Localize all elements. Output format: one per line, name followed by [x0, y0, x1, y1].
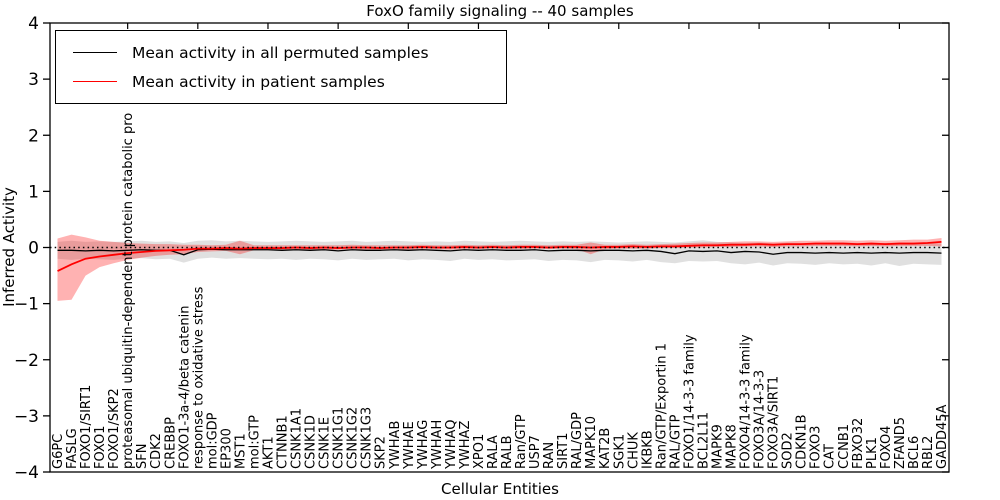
- legend-label-patient: Mean activity in patient samples: [132, 72, 385, 91]
- x-tick-label: CHUK: [626, 432, 641, 469]
- x-tick-label: CSNK1D: [304, 415, 319, 469]
- y-tick-label: 4: [28, 14, 39, 34]
- x-tick-label: SOD2: [781, 432, 796, 469]
- x-tick-label: FOXO4/14-3-3 family: [739, 334, 754, 469]
- x-tick-label: YWHAH: [430, 420, 445, 470]
- y-tick-label: 0: [28, 239, 39, 259]
- x-tick-label: SKP2: [374, 436, 389, 469]
- x-tick-label: proteasomal ubiquitin-dependent protein …: [121, 113, 136, 469]
- x-tick-label: response to oxidative stress: [191, 286, 206, 469]
- x-tick-label: MAPK10: [584, 416, 599, 469]
- x-tick-label: AKT1: [261, 436, 276, 469]
- x-tick-label: CAT: [823, 444, 838, 469]
- x-tick-label: mol:GTP: [247, 415, 262, 469]
- x-tick-label: RALA: [486, 435, 501, 469]
- x-tick-label: MAPK8: [725, 424, 740, 469]
- x-tick-label: FASLG: [65, 428, 80, 469]
- x-tick-label: CSNK1A1: [290, 408, 305, 469]
- x-tick-label: KAT2B: [598, 428, 613, 469]
- x-tick-label: SIRT1: [556, 433, 571, 469]
- x-tick-label: FOXO1: [93, 426, 108, 469]
- y-tick-label: −1: [14, 295, 39, 315]
- y-tick-label: 2: [28, 126, 39, 146]
- x-tick-label: IKBKB: [640, 430, 655, 469]
- x-tick-label: RALB: [500, 435, 515, 469]
- x-tick-label: XPO1: [472, 434, 487, 469]
- x-tick-label: MAPK9: [710, 424, 725, 469]
- x-tick-label: FOXO3: [809, 426, 824, 469]
- legend-line-permuted-icon: [73, 52, 117, 53]
- y-tick-label: −3: [14, 407, 39, 427]
- x-tick-label: CREBBP: [163, 417, 178, 469]
- x-tick-label: MST1: [233, 433, 248, 469]
- x-tick-label: YWHAG: [416, 420, 431, 470]
- x-tick-label: RBL2: [921, 436, 936, 469]
- x-tick-label: BCL2L11: [696, 412, 711, 469]
- legend-entry-permuted: Mean activity in all permuted samples: [73, 38, 506, 67]
- y-tick-label: −4: [14, 463, 39, 483]
- x-tick-label: CSNK1G3: [360, 407, 375, 469]
- legend-entry-patient: Mean activity in patient samples: [73, 67, 506, 96]
- x-tick-label: YWHAB: [388, 421, 403, 470]
- legend-label-permuted: Mean activity in all permuted samples: [132, 43, 429, 62]
- x-tick-label: RAN: [542, 442, 557, 469]
- x-tick-label: CTNNB1: [276, 415, 291, 469]
- x-tick-label: FOXO4: [879, 426, 894, 469]
- x-tick-label: PLK1: [865, 437, 880, 469]
- x-tick-label: YWHAQ: [444, 420, 459, 470]
- chart-title: FoxO family signaling -- 40 samples: [366, 2, 634, 20]
- x-tick-label: FOXO1-3a-4/beta catenin: [177, 306, 192, 469]
- x-tick-label: CCNB1: [837, 424, 852, 469]
- x-tick-label: YWHAE: [402, 421, 417, 470]
- x-tick-label: Ran/GTP/Exportin 1: [654, 343, 669, 469]
- x-tick-label: mol:GDP: [205, 412, 220, 469]
- x-tick-label: YWHAZ: [458, 421, 473, 470]
- legend-line-patient-icon: [73, 81, 117, 82]
- y-tick-label: −2: [14, 351, 39, 371]
- y-tick-label: 1: [28, 182, 39, 202]
- x-tick-label: RAL/GDP: [570, 412, 585, 469]
- x-tick-label: SGK1: [612, 434, 627, 469]
- x-tick-label: BCL6: [907, 436, 922, 469]
- x-tick-label: FOXO1/SIRT1: [79, 385, 94, 469]
- x-tick-label: FOXO3A/SIRT1: [767, 376, 782, 469]
- x-tick-label: USP7: [528, 435, 543, 469]
- permuted-confidence-band: [57, 240, 942, 267]
- x-tick-label: FOXO1/SKP2: [107, 388, 122, 469]
- x-tick-label: CSNK1E: [318, 417, 333, 469]
- x-tick-label: G6PC: [51, 434, 66, 469]
- x-tick-label: EP300: [219, 428, 234, 469]
- legend: Mean activity in all permuted samples Me…: [55, 30, 507, 104]
- x-tick-label: CSNK1G1: [332, 407, 347, 469]
- y-tick-label: 3: [28, 70, 39, 90]
- x-tick-label: ZFAND5: [893, 417, 908, 469]
- x-tick-label: CDK2: [149, 433, 164, 469]
- x-tick-label: Ran/GTP: [514, 414, 529, 469]
- x-tick-label: RAL/GTP: [668, 414, 683, 469]
- x-tick-label: SFN: [135, 444, 150, 469]
- x-tick-label: FOXO3A/14-3-3: [753, 370, 768, 469]
- x-tick-label: CDKN1B: [795, 414, 810, 469]
- patient-mean-line: [57, 240, 942, 272]
- x-tick-label: FBXO32: [851, 418, 866, 469]
- x-tick-label: FOXO1/14-3-3 family: [682, 334, 697, 469]
- x-tick-label: GADD45A: [935, 404, 950, 469]
- x-axis-label: Cellular Entities: [441, 480, 559, 498]
- x-tick-label: CSNK1G2: [346, 407, 361, 469]
